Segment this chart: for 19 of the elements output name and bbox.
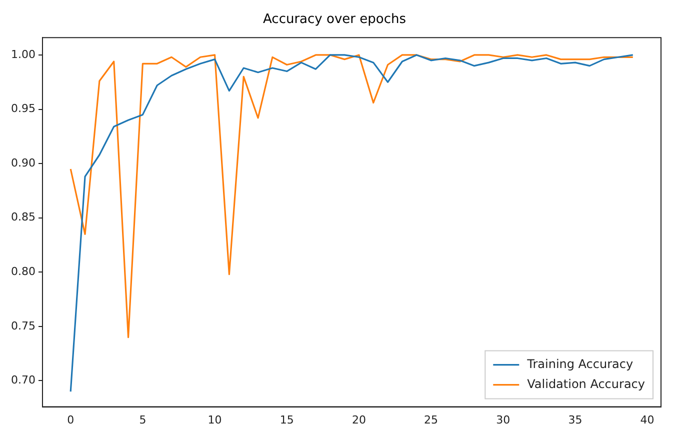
x-tick-label: 10 bbox=[208, 413, 222, 426]
x-tick-label: 30 bbox=[496, 413, 510, 426]
x-tick-label: 25 bbox=[424, 413, 438, 426]
legend-label: Training Accuracy bbox=[526, 356, 634, 371]
x-tick-label: 20 bbox=[352, 413, 366, 426]
y-tick-label: 0.75 bbox=[10, 319, 36, 332]
legend-label: Validation Accuracy bbox=[527, 376, 646, 391]
y-tick-label: 1.00 bbox=[10, 48, 36, 61]
x-tick-label: 40 bbox=[640, 413, 654, 426]
y-tick-label: 0.70 bbox=[10, 374, 36, 387]
x-tick-label: 15 bbox=[280, 413, 294, 426]
chart-title: Accuracy over epochs bbox=[263, 12, 406, 28]
x-tick-label: 5 bbox=[139, 413, 146, 426]
y-tick-label: 0.90 bbox=[10, 156, 36, 170]
x-tick-label: 35 bbox=[568, 413, 582, 426]
y-tick-label: 0.85 bbox=[10, 210, 36, 224]
y-tick-label: 0.80 bbox=[10, 265, 36, 278]
x-tick-label: 0 bbox=[67, 413, 74, 426]
y-tick-label: 0.95 bbox=[10, 102, 36, 116]
